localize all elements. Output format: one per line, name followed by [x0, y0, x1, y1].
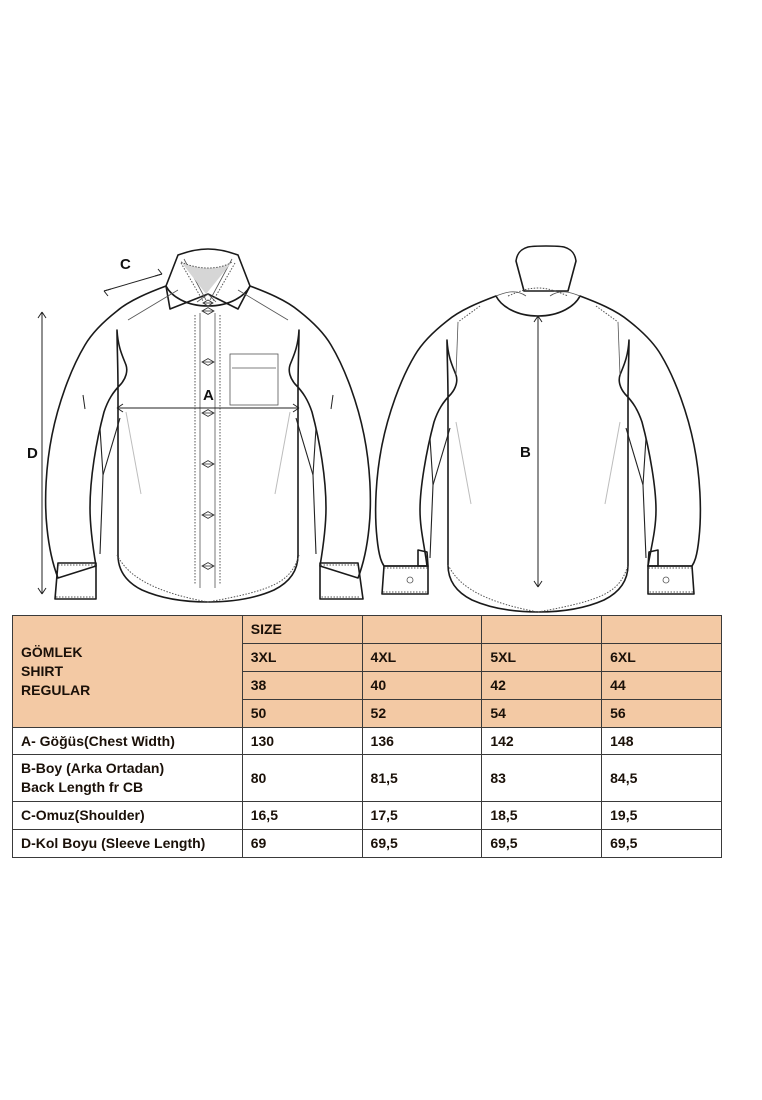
svg-text:C: C	[120, 256, 131, 273]
svg-text:B: B	[520, 444, 531, 461]
svg-text:D: D	[27, 445, 38, 462]
svg-text:A: A	[203, 387, 214, 404]
